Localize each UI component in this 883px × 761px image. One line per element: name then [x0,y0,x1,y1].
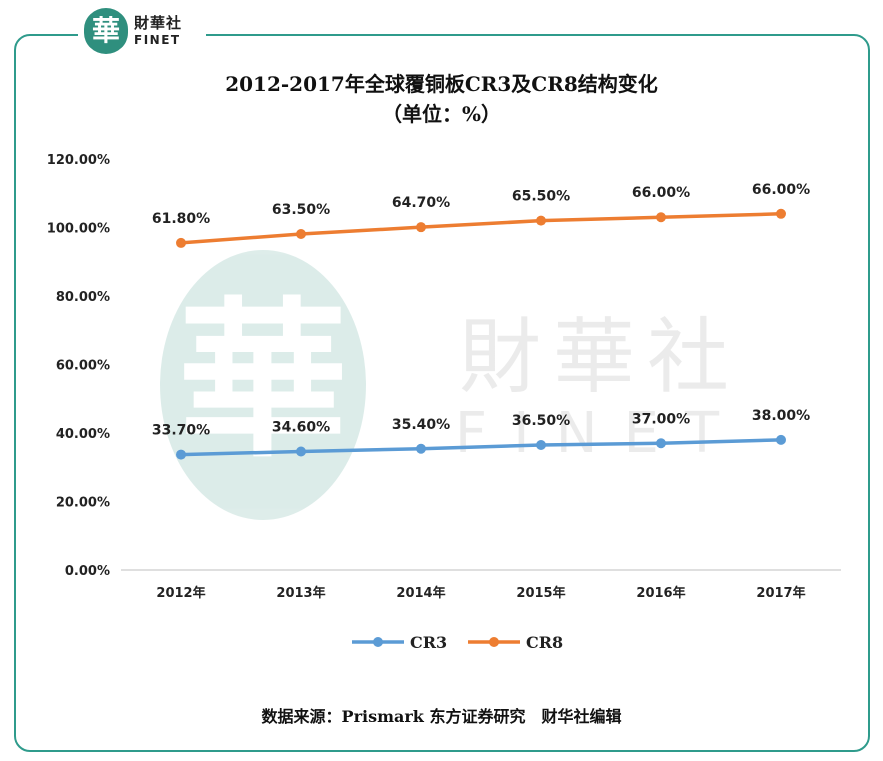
legend-label-cr8: CR8 [526,633,563,652]
y-tick-label: 100.00% [47,222,110,237]
chart-subtitle: （单位：%） [381,102,501,126]
x-tick-label: 2017年 [756,585,805,601]
data-label-cr3: 34.60% [272,419,330,435]
x-tick-label: 2016年 [636,585,685,601]
data-point-cr3 [776,434,786,445]
data-label-cr3: 33.70% [152,423,210,439]
y-tick-label: 40.00% [56,427,110,442]
data-point-cr8 [296,229,306,240]
data-label-cr3: 35.40% [392,417,450,433]
data-label-cr8: 64.70% [392,195,450,211]
x-tick-label: 2014年 [396,585,445,601]
legend: CR3 CR8 [352,633,563,652]
data-label-cr8: 61.80% [152,211,210,227]
x-axis-ticks: 2012年 2013年 2014年 2015年 2016年 2017年 [156,585,805,601]
data-label-cr3: 38.00% [752,408,810,424]
watermark-cn-text: 財華社 [459,310,741,405]
data-label-cr3: 37.00% [632,411,690,427]
chart-frame [14,34,870,752]
y-tick-label: 80.00% [56,290,110,305]
y-tick-label: 20.00% [56,496,110,511]
data-label-cr8: 66.00% [632,185,690,201]
x-tick-label: 2012年 [156,585,205,601]
data-point-cr3 [296,446,306,457]
watermark-en-text: FINET [455,401,745,466]
y-tick-label: 120.00% [47,153,110,168]
legend-marker-cr3 [373,637,383,647]
data-label-cr8: 65.50% [512,189,570,205]
y-tick-label: 0.00% [65,564,110,579]
data-label-cr8: 66.00% [752,182,810,198]
series-line-cr8 [180,212,782,245]
source-note: 数据来源：Prismark 东方证券研究 财华社编辑 [261,707,622,726]
data-point-cr3 [176,449,186,460]
x-tick-label: 2013年 [276,585,325,601]
x-tick-label: 2015年 [516,585,565,601]
legend-marker-cr8 [489,637,499,647]
y-axis-ticks: 0.00% 20.00% 40.00% 60.00% 80.00% 100.00% 120.… [47,153,110,579]
data-point-cr3 [656,438,666,449]
watermark: 華 財華社 FINET [160,250,745,520]
legend-label-cr3: CR3 [410,633,447,652]
data-point-cr8 [776,208,786,219]
data-point-cr8 [416,222,426,233]
data-label-cr3: 36.50% [512,413,570,429]
watermark-seal-glyph: 華 [178,281,348,481]
finet-logo: 華 財華社 FINET [78,6,206,58]
data-point-cr3 [536,439,546,450]
data-point-cr3 [416,443,426,454]
data-label-cr8: 63.50% [272,202,330,218]
series-line-cr3 [180,438,782,457]
data-point-cr8 [176,237,186,248]
chart-title: 2012-2017年全球覆铜板CR3及CR8结构变化 [225,72,658,96]
logo-english-text: FINET [134,33,181,47]
data-point-cr8 [536,215,546,226]
y-tick-label: 60.00% [56,359,110,374]
logo-seal: 華 [84,8,128,54]
logo-chinese-text: 財華社 [134,14,183,32]
data-point-cr8 [656,212,666,223]
series-layer: 33.70% 34.60% 35.40% 36.50% 37.00% 38.00% 61.8… [152,182,810,460]
